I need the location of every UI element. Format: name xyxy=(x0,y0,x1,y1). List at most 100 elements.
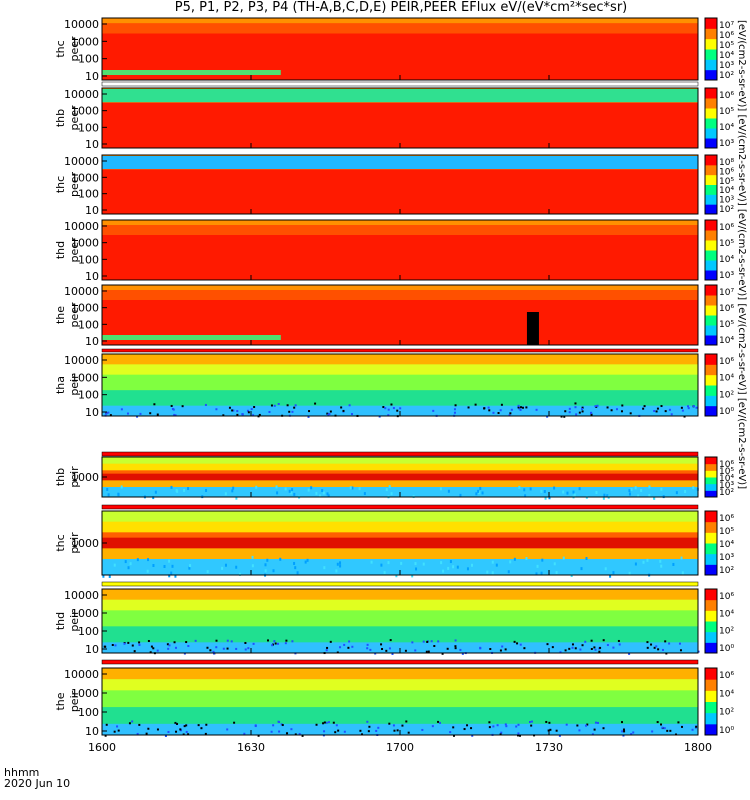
noise-pixel xyxy=(504,648,507,651)
heatmap-band xyxy=(102,460,698,465)
noise-pixel xyxy=(504,723,507,726)
noise-pixel xyxy=(687,407,690,410)
noise-pixel xyxy=(255,485,258,489)
noise-pixel xyxy=(430,640,433,643)
noise-pixel xyxy=(206,646,209,649)
noise-pixel xyxy=(329,410,332,413)
y-tick-label: 10000 xyxy=(64,220,99,233)
colorbar-tick-label: 10⁴ xyxy=(719,336,734,346)
noise-pixel xyxy=(107,493,110,497)
heatmap-band xyxy=(102,300,698,306)
heatmap-band xyxy=(102,599,698,606)
heatmap-band xyxy=(102,631,698,638)
noise-pixel xyxy=(470,563,473,567)
heatmap-band xyxy=(102,543,698,549)
noise-pixel xyxy=(540,489,543,493)
noise-pixel xyxy=(492,725,495,728)
noise-pixel xyxy=(595,491,598,495)
y-tick-label: 1000 xyxy=(71,537,99,550)
colorbar-segment xyxy=(705,477,717,485)
noise-pixel xyxy=(599,646,602,649)
time-axis-label: hhmm xyxy=(4,766,40,779)
colorbar-frame xyxy=(704,588,718,654)
noise-pixel xyxy=(226,647,229,650)
noise-pixel xyxy=(486,570,489,574)
noise-pixel xyxy=(691,728,694,731)
noise-pixel xyxy=(139,412,142,415)
colorbar-frame xyxy=(704,87,718,149)
noise-pixel xyxy=(454,647,457,650)
heatmap-band xyxy=(102,113,698,119)
noise-pixel xyxy=(634,486,637,490)
noise-pixel xyxy=(166,643,169,646)
noise-pixel xyxy=(348,404,351,407)
noise-pixel xyxy=(594,405,597,408)
noise-pixel xyxy=(322,722,325,725)
noise-pixel xyxy=(610,409,613,412)
noise-pixel xyxy=(447,489,450,493)
colorbar-tick-label: 10⁴ xyxy=(719,540,734,550)
noise-pixel xyxy=(454,404,457,407)
noise-pixel xyxy=(388,647,391,650)
y-axis-label: peer xyxy=(68,237,81,263)
colorbar-frame xyxy=(704,17,718,81)
y-tick-label: 100 xyxy=(78,253,99,266)
heatmap-band xyxy=(102,385,698,391)
colorbar-tick-label: 10² xyxy=(719,205,734,215)
y-axis-label: peir xyxy=(68,374,81,396)
noise-pixel xyxy=(433,645,436,648)
colorbar-segment xyxy=(705,521,717,533)
noise-pixel xyxy=(573,493,576,497)
noise-pixel xyxy=(459,648,462,651)
y-axis-label: thd xyxy=(54,241,67,259)
noise-pixel xyxy=(422,640,425,643)
heatmap-band xyxy=(102,128,698,134)
noise-pixel xyxy=(257,734,260,737)
heatmap-band xyxy=(102,463,698,468)
noise-pixel xyxy=(294,566,297,570)
noise-pixel xyxy=(380,563,383,567)
colorbar-tick-label: 10² xyxy=(719,488,734,498)
colorbar-tick-label: 10³ xyxy=(719,61,734,71)
noise-pixel xyxy=(594,721,597,724)
noise-pixel xyxy=(163,564,166,568)
noise-pixel xyxy=(293,406,296,409)
noise-pixel xyxy=(508,414,511,417)
noise-pixel xyxy=(244,641,247,644)
noise-pixel xyxy=(648,493,651,497)
noise-pixel xyxy=(519,643,522,646)
noise-pixel xyxy=(657,648,660,651)
colorbar-segment xyxy=(705,98,717,109)
noise-pixel xyxy=(517,723,520,726)
noise-pixel xyxy=(156,728,159,731)
heatmap-band xyxy=(102,605,698,611)
noise-pixel xyxy=(387,408,390,411)
noise-pixel xyxy=(620,410,623,413)
heatmap-band xyxy=(102,33,698,40)
heatmap-band xyxy=(102,250,698,256)
y-tick-label: 1000 xyxy=(71,471,99,484)
colorbar-tick-label: 10² xyxy=(719,708,734,718)
noise-pixel xyxy=(102,574,105,578)
noise-pixel xyxy=(643,405,646,408)
colorbar-segment xyxy=(705,59,717,71)
noise-pixel xyxy=(488,721,491,724)
noise-pixel xyxy=(170,485,173,489)
noise-pixel xyxy=(339,561,342,565)
noise-pixel xyxy=(213,652,216,655)
noise-pixel xyxy=(553,562,556,566)
noise-pixel xyxy=(517,732,520,735)
noise-pixel xyxy=(105,412,108,415)
noise-pixel xyxy=(509,560,512,564)
noise-pixel xyxy=(609,574,612,578)
noise-pixel xyxy=(495,563,498,567)
noise-pixel xyxy=(187,733,190,736)
colorbar-tick-label: 10² xyxy=(719,627,734,637)
noise-pixel xyxy=(181,405,184,408)
noise-pixel xyxy=(499,649,502,652)
y-tick-label: 1000 xyxy=(71,607,99,620)
heatmap-band xyxy=(102,59,698,65)
colorbar-segment xyxy=(705,679,717,691)
noise-pixel xyxy=(437,640,440,643)
